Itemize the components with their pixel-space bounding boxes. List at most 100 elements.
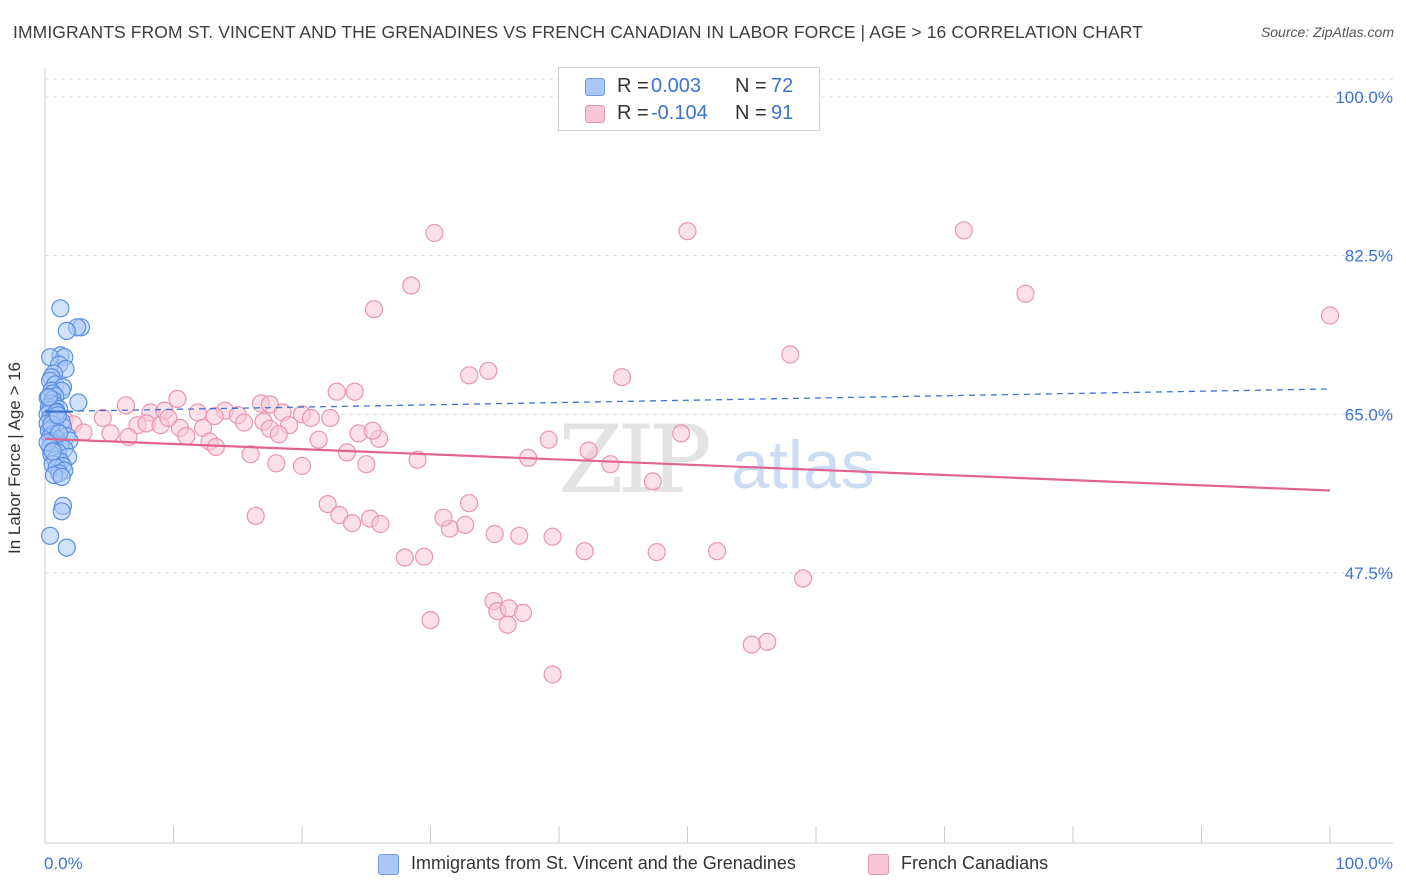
point-french-canadians [479, 361, 498, 380]
point-french-canadians [292, 456, 312, 476]
point-french-canadians [309, 430, 328, 449]
point-french-canadians [395, 548, 414, 567]
point-french-canadians [402, 276, 421, 295]
correlation-legend: R = 0.003 N = 72 R = -0.104 N = 91 [558, 67, 820, 131]
legend-swatch-blue [585, 78, 605, 96]
point-french-canadians [758, 632, 777, 652]
point-french-canadians [793, 569, 813, 588]
point-immigrants [51, 299, 70, 318]
point-french-canadians [510, 526, 529, 545]
trendline-french-canadians [44, 437, 1331, 492]
point-french-canadians [579, 441, 598, 460]
point-french-canadians [168, 389, 187, 408]
point-french-canadians [954, 221, 973, 240]
point-french-canadians [246, 506, 265, 526]
point-french-canadians [678, 222, 697, 241]
point-french-canadians [188, 403, 207, 422]
point-french-canadians [364, 300, 384, 319]
point-immigrants [69, 393, 88, 412]
tick-label-layer: 47.5% 65.0% 82.5% 100.0% 0.0% 100.0% [44, 88, 1393, 873]
point-french-canadians [241, 445, 260, 464]
point-french-canadians [612, 368, 632, 387]
point-french-canadians [456, 515, 475, 535]
point-french-canadians [460, 366, 479, 385]
point-french-canadians [543, 527, 562, 546]
point-french-canadians [575, 542, 594, 561]
legend-n-value: 72 [771, 75, 794, 97]
legend-row-french-canadians: R = -0.104 N = 91 [559, 101, 819, 127]
point-french-canadians [343, 513, 362, 533]
point-french-canadians [177, 427, 196, 446]
point-french-canadians [671, 424, 691, 443]
point-french-canadians [498, 615, 517, 634]
point-french-canadians [205, 407, 224, 426]
legend-row-immigrants: R = 0.003 N = 72 [559, 74, 819, 100]
point-french-canadians [330, 505, 349, 525]
y-tick-label: 47.5% [1345, 564, 1393, 583]
point-french-canadians [647, 542, 666, 562]
watermark-atlas: atlas [731, 427, 875, 503]
point-immigrants [57, 321, 76, 340]
point-french-canadians [260, 395, 279, 414]
point-french-canadians [318, 495, 337, 514]
point-immigrants [43, 442, 62, 461]
point-french-canadians [485, 524, 504, 544]
bottom-legend-label: French Canadians [901, 853, 1049, 873]
point-french-canadians [269, 425, 288, 444]
point-french-canadians [235, 413, 254, 432]
point-french-canadians [363, 421, 382, 440]
y-tick-label: 100.0% [1335, 88, 1393, 107]
point-french-canadians [301, 408, 321, 428]
point-french-canadians [421, 610, 440, 630]
point-french-canadians [267, 454, 286, 473]
point-french-canadians [1016, 284, 1035, 303]
point-french-canadians [434, 508, 453, 527]
point-french-canadians [93, 408, 112, 428]
legend-r-label: R = [617, 75, 649, 97]
trendline-immigrants [44, 388, 1331, 413]
point-french-canadians [371, 514, 390, 534]
legend-n-label: N = [735, 102, 767, 124]
point-immigrants [39, 388, 59, 407]
point-french-canadians [543, 665, 562, 684]
watermark: ZIP atlas [558, 406, 875, 515]
point-french-canadians [415, 547, 434, 566]
point-french-canadians [539, 430, 558, 449]
point-french-canadians [327, 382, 346, 401]
legend-r-value: -0.104 [651, 102, 708, 124]
x-tick-label-min: 0.0% [44, 854, 83, 873]
point-immigrants [52, 467, 71, 486]
point-french-canadians [742, 635, 761, 654]
point-french-canadians [116, 396, 136, 415]
x-tick-label-max: 100.0% [1335, 854, 1393, 873]
y-tick-label: 82.5% [1345, 247, 1393, 266]
point-french-canadians [337, 443, 357, 462]
chart-title: IMMIGRANTS FROM ST. VINCENT AND THE GREN… [13, 22, 1143, 42]
trend-layer [44, 388, 1331, 492]
point-french-canadians [707, 542, 727, 561]
bottom-legend-swatch-blue [378, 854, 399, 875]
point-french-canadians [408, 450, 427, 469]
point-french-canadians [513, 603, 533, 623]
point-french-canadians [159, 408, 178, 428]
point-french-canadians [601, 455, 620, 474]
bottom-legend-label: Immigrants from St. Vincent and the Gren… [411, 853, 796, 873]
point-french-canadians [345, 382, 364, 401]
point-immigrants [40, 526, 60, 545]
y-tick-label: 65.0% [1345, 405, 1393, 424]
legend-n-label: N = [735, 75, 767, 97]
point-french-canadians [781, 345, 800, 364]
legend-n-value: 91 [771, 102, 794, 124]
legend-r-value: 0.003 [651, 75, 702, 97]
legend-swatch-pink [585, 105, 605, 123]
point-immigrants [57, 538, 76, 557]
point-immigrants [48, 406, 68, 425]
legend-r-label: R = [617, 102, 649, 124]
bottom-legend-swatch-pink [868, 854, 889, 875]
y-axis-label: In Labor Force | Age > 16 [5, 361, 24, 555]
point-french-canadians [321, 408, 340, 428]
point-french-canadians [1320, 306, 1340, 325]
point-french-canadians [101, 424, 120, 443]
source-label: Source: ZipAtlas.com [1260, 24, 1394, 40]
